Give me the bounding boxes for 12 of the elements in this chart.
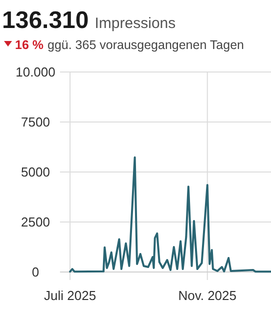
y-tick-label: 10.000 (16, 64, 56, 80)
y-tick-label: 7500 (21, 114, 50, 130)
x-tick-label: Juli 2025 (44, 288, 96, 303)
y-tick-label: 2500 (21, 214, 50, 230)
text: 16 % (15, 38, 44, 52)
line-series (69, 156, 271, 273)
y-tick-label: 0 (32, 264, 40, 280)
x-tick-label: Nov. 2025 (178, 288, 237, 303)
chart-subtitle: Impressions (94, 15, 176, 32)
y-tick-label: 5000 (21, 164, 50, 180)
text: ggü. 365 vorausgegangenen Tagen (48, 38, 244, 52)
chart-title: 136.310 (2, 7, 89, 34)
